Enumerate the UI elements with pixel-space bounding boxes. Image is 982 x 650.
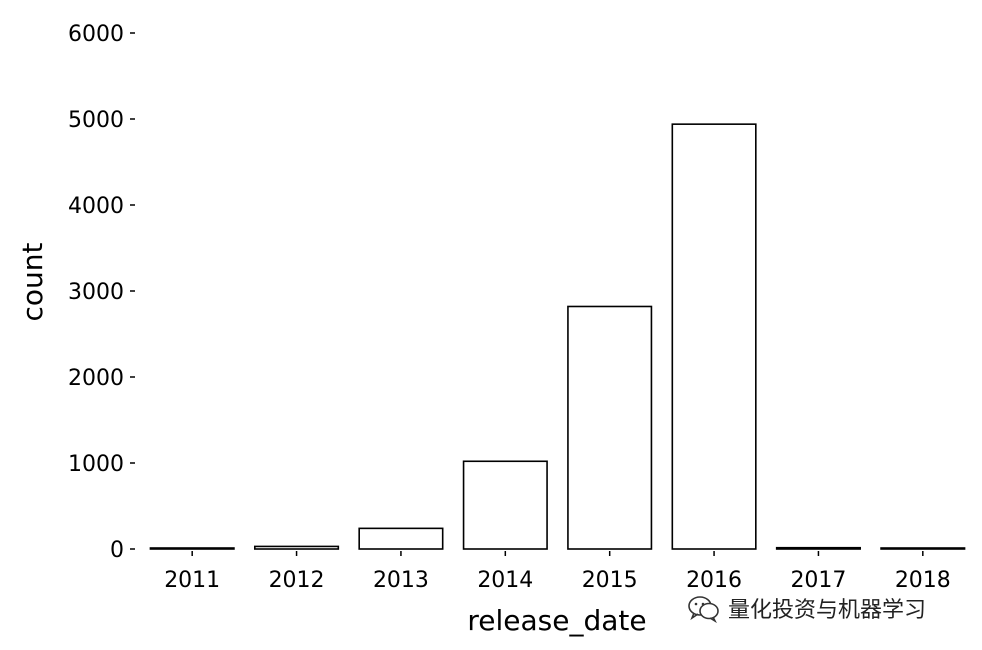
y-tick-label: 1000 (68, 452, 124, 477)
bar (567, 305, 653, 550)
y-tick-label: 2000 (68, 366, 124, 391)
y-tick-label: 4000 (68, 194, 124, 219)
bar (462, 460, 548, 550)
bar (358, 527, 444, 550)
y-tick-label: 0 (110, 538, 124, 563)
bar (149, 547, 235, 550)
y-axis: 0 1000 2000 3000 4000 5000 6000 (68, 22, 135, 563)
x-tick-label: 2013 (373, 568, 429, 593)
x-tick-label: 2011 (164, 568, 220, 593)
x-axis-label: release_date (467, 604, 646, 637)
x-tick-label: 2015 (582, 568, 638, 593)
x-tick-label: 2017 (790, 568, 846, 593)
watermark-text: 量化投资与机器学习 (728, 598, 927, 623)
x-tick-label: 2018 (895, 568, 951, 593)
wechat-icon (688, 596, 719, 623)
x-axis: 2011 2012 2013 2014 2015 2016 2017 2018 (164, 551, 951, 593)
y-tick-label: 3000 (68, 280, 124, 305)
bars (149, 123, 966, 550)
x-tick-label: 2014 (477, 568, 533, 593)
y-tick-label: 5000 (68, 108, 124, 133)
watermark: 量化投资与机器学习 (686, 590, 926, 626)
bar (880, 547, 966, 550)
x-tick-label: 2012 (269, 568, 325, 593)
bar (254, 545, 340, 550)
y-tick-label: 6000 (68, 22, 124, 47)
bar (671, 123, 757, 550)
y-axis-label: count (16, 242, 49, 321)
x-tick-label: 2016 (686, 568, 742, 593)
bar (775, 546, 861, 550)
